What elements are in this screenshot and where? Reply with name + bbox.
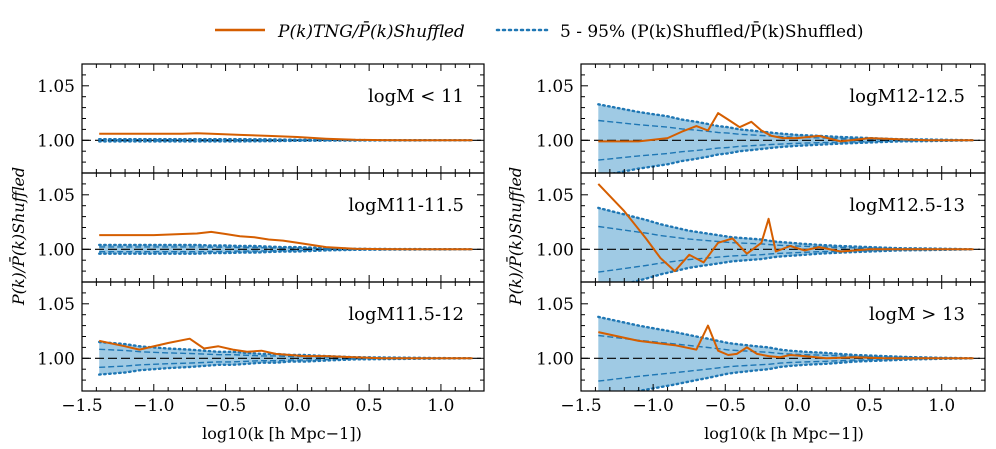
- x-tick-label: −1.0: [633, 396, 674, 416]
- y-tick-label: 1.00: [536, 240, 574, 260]
- panels: 1.001.05 logM < 111.001.05 logM11-11.51.00…: [37, 63, 986, 416]
- plot-area: [581, 315, 985, 391]
- band-lower-dotted: [609, 139, 975, 173]
- panel-4: 1.00 1.05 logM12-12.5: [536, 63, 986, 174]
- tng-ratio-line: [598, 324, 974, 360]
- panel-frame: [81, 172, 485, 283]
- band-fill: [598, 316, 974, 391]
- y-tick-label: 1.05: [536, 295, 574, 315]
- tng-ratio-line: [597, 183, 974, 273]
- panel-frame: [81, 63, 485, 174]
- band-lower-dotted: [98, 139, 474, 143]
- band-upper-dotted: [597, 206, 975, 251]
- panel-title: logM11.5-12: [348, 304, 464, 325]
- band-upper-dotted: [597, 315, 975, 360]
- band-fill: [598, 207, 974, 282]
- band-lower-dotted: [628, 248, 975, 282]
- x-tick-label: 0.0: [784, 396, 811, 416]
- band-inner-lower: [598, 139, 974, 161]
- band-inner-upper: [598, 225, 974, 250]
- y-tick-label: 1.05: [536, 77, 574, 97]
- x-tick-label: −1.0: [133, 396, 174, 416]
- legend: P(k)TNG/P̄(k)Shuffled 5 - 95% (P(k)Shuff…: [215, 20, 864, 42]
- x-tick-label: −1.5: [560, 396, 601, 416]
- panel-6: 1.00 1.05 −1.5 −1.0 −0.5 0.0 0.5 1.0 logM > 13: [536, 281, 986, 416]
- ylabel-right: P(k)/P̄(k)Shuffled: [504, 167, 525, 306]
- band-inner-lower: [598, 248, 974, 273]
- xlabel-right: log10(k [h Mpc−1]): [704, 424, 864, 443]
- ylabel-left: P(k)/P̄(k)Shuffled: [7, 167, 28, 306]
- y-tick-label: 1.00: [536, 349, 574, 369]
- panel-title: logM12.5-13: [849, 195, 965, 216]
- x-tick-label: −0.5: [205, 396, 246, 416]
- y-tick-label: 1.05: [37, 186, 75, 206]
- band-lower-dotted: [632, 357, 975, 391]
- y-tick-label: 1.00: [536, 131, 574, 151]
- x-tick-label: −1.5: [61, 396, 102, 416]
- panel-title: logM < 11: [368, 86, 464, 107]
- panel-title: logM11-11.5: [348, 195, 464, 216]
- plot-area: [581, 103, 985, 173]
- panel-frame: [81, 281, 485, 392]
- tng-ratio-line: [98, 337, 473, 360]
- y-tick-label: 1.00: [37, 240, 75, 260]
- x-tick-label: 0.0: [284, 396, 311, 416]
- x-tick-label: 0.5: [856, 396, 883, 416]
- band-upper-dotted: [98, 138, 474, 142]
- tng-ratio-line: [99, 230, 473, 251]
- panel-title: logM > 13: [869, 304, 965, 325]
- y-tick-label: 1.05: [37, 295, 75, 315]
- panel-title: logM12-12.5: [849, 86, 965, 107]
- plot-area: [581, 183, 985, 282]
- x-tick-label: −0.5: [705, 396, 746, 416]
- y-tick-label: 1.00: [37, 131, 75, 151]
- tng-ratio-line: [99, 132, 473, 142]
- legend-band-label: 5 - 95% (P(k)Shuffled/P̄(k)Shuffled): [560, 20, 864, 42]
- y-tick-label: 1.00: [37, 349, 75, 369]
- plot-area: [82, 337, 484, 376]
- panel-3: 1.00 1.05 −1.5 −1.0 −0.5 0.0 0.5 1.0 logM11.5-12: [37, 281, 485, 416]
- panel-5: 1.00 1.05 logM12.5-13: [536, 172, 986, 283]
- legend-line-label: P(k)TNG/P̄(k)Shuffled: [277, 20, 465, 42]
- panel-2: 1.00 1.05 logM11-11.5: [37, 172, 485, 283]
- band-inner-lower: [598, 357, 974, 382]
- x-tick-label: 1.0: [427, 396, 454, 416]
- x-tick-label: 0.5: [356, 396, 383, 416]
- tng-ratio-line: [598, 112, 974, 143]
- y-tick-label: 1.05: [536, 186, 574, 206]
- xlabel-left: log10(k [h Mpc−1]): [202, 424, 362, 443]
- panel-1: 1.00 1.05 logM < 11: [37, 63, 485, 174]
- y-tick-label: 1.05: [37, 77, 75, 97]
- x-tick-label: 1.0: [928, 396, 955, 416]
- plot-area: [82, 132, 484, 143]
- plot-area: [82, 230, 484, 255]
